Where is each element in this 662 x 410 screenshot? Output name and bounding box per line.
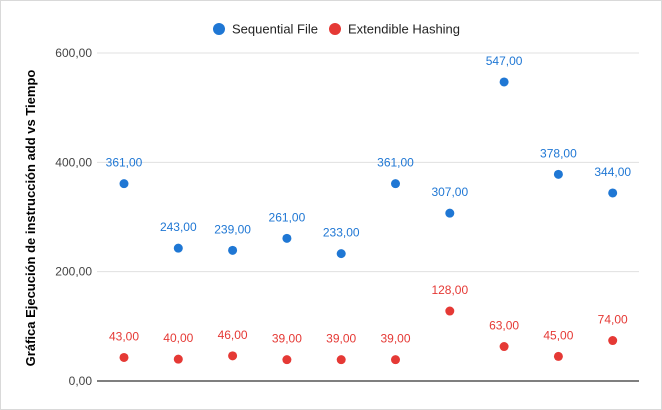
series-sequential-file: 361,00 243,00 239,00 261,00 233,00 361,00 307,… bbox=[106, 54, 631, 259]
grid-lines bbox=[97, 52, 639, 382]
data-point[interactable] bbox=[553, 351, 563, 361]
legend-marker bbox=[329, 23, 341, 35]
data-point[interactable] bbox=[499, 342, 509, 352]
data-point[interactable] bbox=[391, 179, 400, 189]
series-extendible-hashing: 43,00 40,00 46,00 39,00 39,00 39,00 128,00 63,0… bbox=[109, 283, 628, 365]
y-axis: 0,00 200,00 400,00 600,00 bbox=[55, 46, 92, 388]
y-tick-label: 600,00 bbox=[55, 46, 92, 60]
data-label: 547,00 bbox=[486, 54, 523, 68]
legend-entry: Extendible Hashing bbox=[348, 22, 460, 37]
data-label: 361,00 bbox=[106, 156, 143, 170]
data-point[interactable] bbox=[336, 355, 346, 365]
data-point[interactable] bbox=[119, 352, 129, 362]
data-point[interactable] bbox=[119, 179, 129, 189]
data-point[interactable] bbox=[445, 208, 455, 218]
data-label: 39,00 bbox=[272, 332, 302, 346]
data-label: 243,00 bbox=[160, 220, 197, 234]
legend-marker bbox=[213, 23, 225, 35]
y-tick-label: 400,00 bbox=[55, 155, 92, 169]
data-point[interactable] bbox=[391, 355, 400, 365]
data-point[interactable] bbox=[608, 336, 618, 346]
data-point[interactable] bbox=[282, 355, 292, 365]
legend: Sequential File Extendible Hashing bbox=[213, 22, 460, 37]
data-label: 63,00 bbox=[489, 319, 519, 333]
data-series: 361,00 243,00 239,00 261,00 233,00 361,00 307,… bbox=[106, 54, 631, 365]
data-point[interactable] bbox=[173, 354, 183, 364]
data-label: 128,00 bbox=[431, 283, 468, 297]
data-label: 378,00 bbox=[540, 146, 577, 160]
data-label: 261,00 bbox=[269, 210, 306, 224]
data-point[interactable] bbox=[608, 188, 618, 198]
data-point[interactable] bbox=[336, 249, 346, 259]
data-label: 39,00 bbox=[326, 332, 356, 346]
data-label: 239,00 bbox=[214, 222, 251, 236]
data-point[interactable] bbox=[173, 243, 183, 253]
data-point[interactable] bbox=[228, 245, 238, 255]
y-axis-label: Gráfica Ejecución de instrucción add vs … bbox=[23, 70, 38, 367]
data-label: 361,00 bbox=[377, 156, 414, 170]
data-label: 307,00 bbox=[431, 185, 468, 199]
data-point[interactable] bbox=[228, 351, 238, 361]
data-point[interactable] bbox=[282, 233, 292, 243]
data-label: 74,00 bbox=[598, 313, 628, 327]
data-label: 233,00 bbox=[323, 226, 360, 240]
data-label: 45,00 bbox=[543, 328, 573, 342]
y-tick-label: 0,00 bbox=[69, 374, 93, 388]
data-label: 39,00 bbox=[380, 332, 410, 346]
data-point[interactable] bbox=[553, 169, 563, 179]
y-tick-label: 200,00 bbox=[55, 265, 92, 279]
data-label: 40,00 bbox=[163, 331, 193, 345]
legend-entry: Sequential File bbox=[232, 22, 318, 37]
data-label: 344,00 bbox=[594, 165, 631, 179]
data-label: 43,00 bbox=[109, 329, 139, 343]
data-label: 46,00 bbox=[218, 328, 248, 342]
data-point[interactable] bbox=[499, 77, 509, 87]
data-point[interactable] bbox=[445, 306, 455, 316]
